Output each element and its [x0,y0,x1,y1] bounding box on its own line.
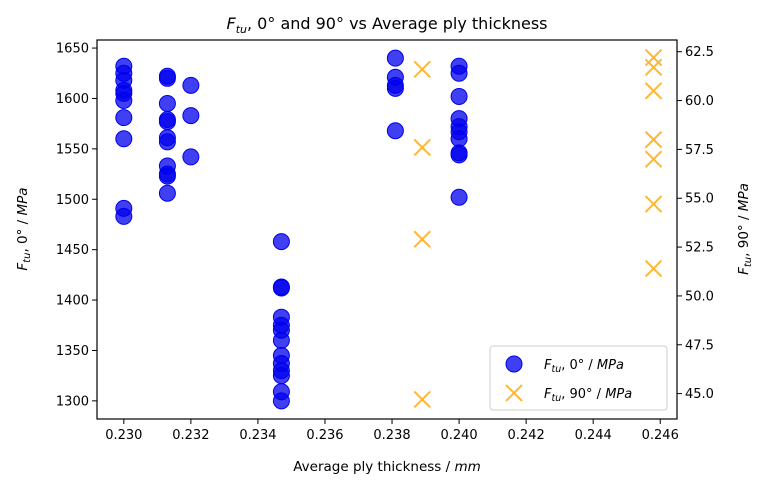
data-point-0deg [386,79,404,97]
legend-marker-x [505,384,523,402]
data-point-0deg [450,146,468,164]
legend-box [489,345,668,411]
data-point-0deg [272,279,290,297]
data-point-0deg [450,188,468,206]
data-point-0deg [158,184,176,202]
data-point-0deg [272,233,290,251]
y-axis-left: 1300 1350 1400 1450 1500 1550 1600 1650 [56,42,97,409]
y-axis-right: 45.0 47.5 50.0 52.5 55.0 57.5 60.0 62.5 [677,45,714,402]
points-layer [115,48,663,410]
y-axis-right-title: Ftu, 90° / MPa [736,183,754,275]
x-tick-label: 0.236 [306,428,343,443]
x-axis-title: Average ply thickness / mm [293,459,481,475]
y-right-tick-label: 57.5 [685,143,714,158]
y-right-tick-label: 47.5 [685,338,714,353]
y-axis-left-title: Ftu, 0° / MPa [15,187,33,270]
data-point-0deg [115,109,133,127]
y-right-tick-label: 60.0 [685,94,714,109]
series-0deg [115,49,468,410]
data-point-90deg [644,58,663,77]
data-point-0deg [386,49,404,67]
data-point-0deg [450,64,468,82]
y-left-tick-label: 1350 [56,344,89,359]
data-point-0deg [450,87,468,105]
legend: Ftu, 0° / MPa Ftu, 90° / MPa [489,345,668,411]
legend-label-90deg: Ftu, 90° / MPa [544,387,632,404]
data-point-90deg [413,138,431,157]
x-tick-label: 0.238 [373,428,410,443]
data-point-90deg [413,390,431,409]
data-point-0deg [272,367,290,385]
y-right-tick-label: 55.0 [685,192,714,207]
data-point-90deg [413,60,431,79]
data-point-90deg [644,195,663,213]
data-point-0deg [115,130,133,148]
data-point-90deg [644,130,663,149]
data-point-0deg [158,167,176,185]
legend-marker-circle [505,355,523,373]
data-point-0deg [386,122,404,140]
y-left-tick-label: 1400 [56,294,89,309]
chart-title: Ftu, 0° and 90° vs Average ply thickness [227,14,548,36]
y-right-tick-label: 62.5 [685,45,714,60]
data-point-0deg [272,331,290,349]
data-point-0deg [450,130,468,148]
data-point-0deg [158,95,176,113]
data-point-0deg [158,113,176,131]
x-tick-label: 0.234 [239,428,276,443]
data-point-0deg [182,76,200,94]
data-point-0deg [158,69,176,87]
series-90deg [413,48,663,409]
y-left-tick-label: 1550 [56,142,89,157]
y-left-tick-label: 1500 [56,193,89,208]
x-tick-label: 0.244 [575,428,612,443]
data-point-0deg [182,148,200,166]
data-point-0deg [272,392,290,410]
data-point-90deg [644,82,663,100]
y-right-tick-label: 50.0 [685,289,714,304]
data-point-90deg [644,259,663,278]
y-right-tick-label: 45.0 [685,387,714,402]
data-point-0deg [182,107,200,125]
data-point-90deg [644,150,663,168]
data-point-90deg [644,48,663,67]
x-tick-label: 0.230 [105,428,142,443]
x-axis: 0.230 0.232 0.234 0.236 0.238 0.240 0.242 0.244… [105,419,679,443]
plot-frame [96,39,678,420]
x-tick-label: 0.242 [508,428,545,443]
data-point-0deg [158,133,176,151]
y-left-tick-label: 1650 [56,42,89,57]
legend-label-0deg: Ftu, 0° / MPa [544,358,624,375]
data-point-90deg [413,230,431,248]
y-left-tick-label: 1450 [56,243,89,258]
data-point-0deg [115,91,133,109]
data-point-0deg [115,207,133,225]
x-tick-label: 0.246 [642,428,679,443]
x-tick-label: 0.232 [172,428,209,443]
x-tick-label: 0.240 [440,428,477,443]
y-left-tick-label: 1300 [56,394,89,409]
y-right-tick-label: 52.5 [685,241,714,256]
y-left-tick-label: 1600 [56,92,89,107]
